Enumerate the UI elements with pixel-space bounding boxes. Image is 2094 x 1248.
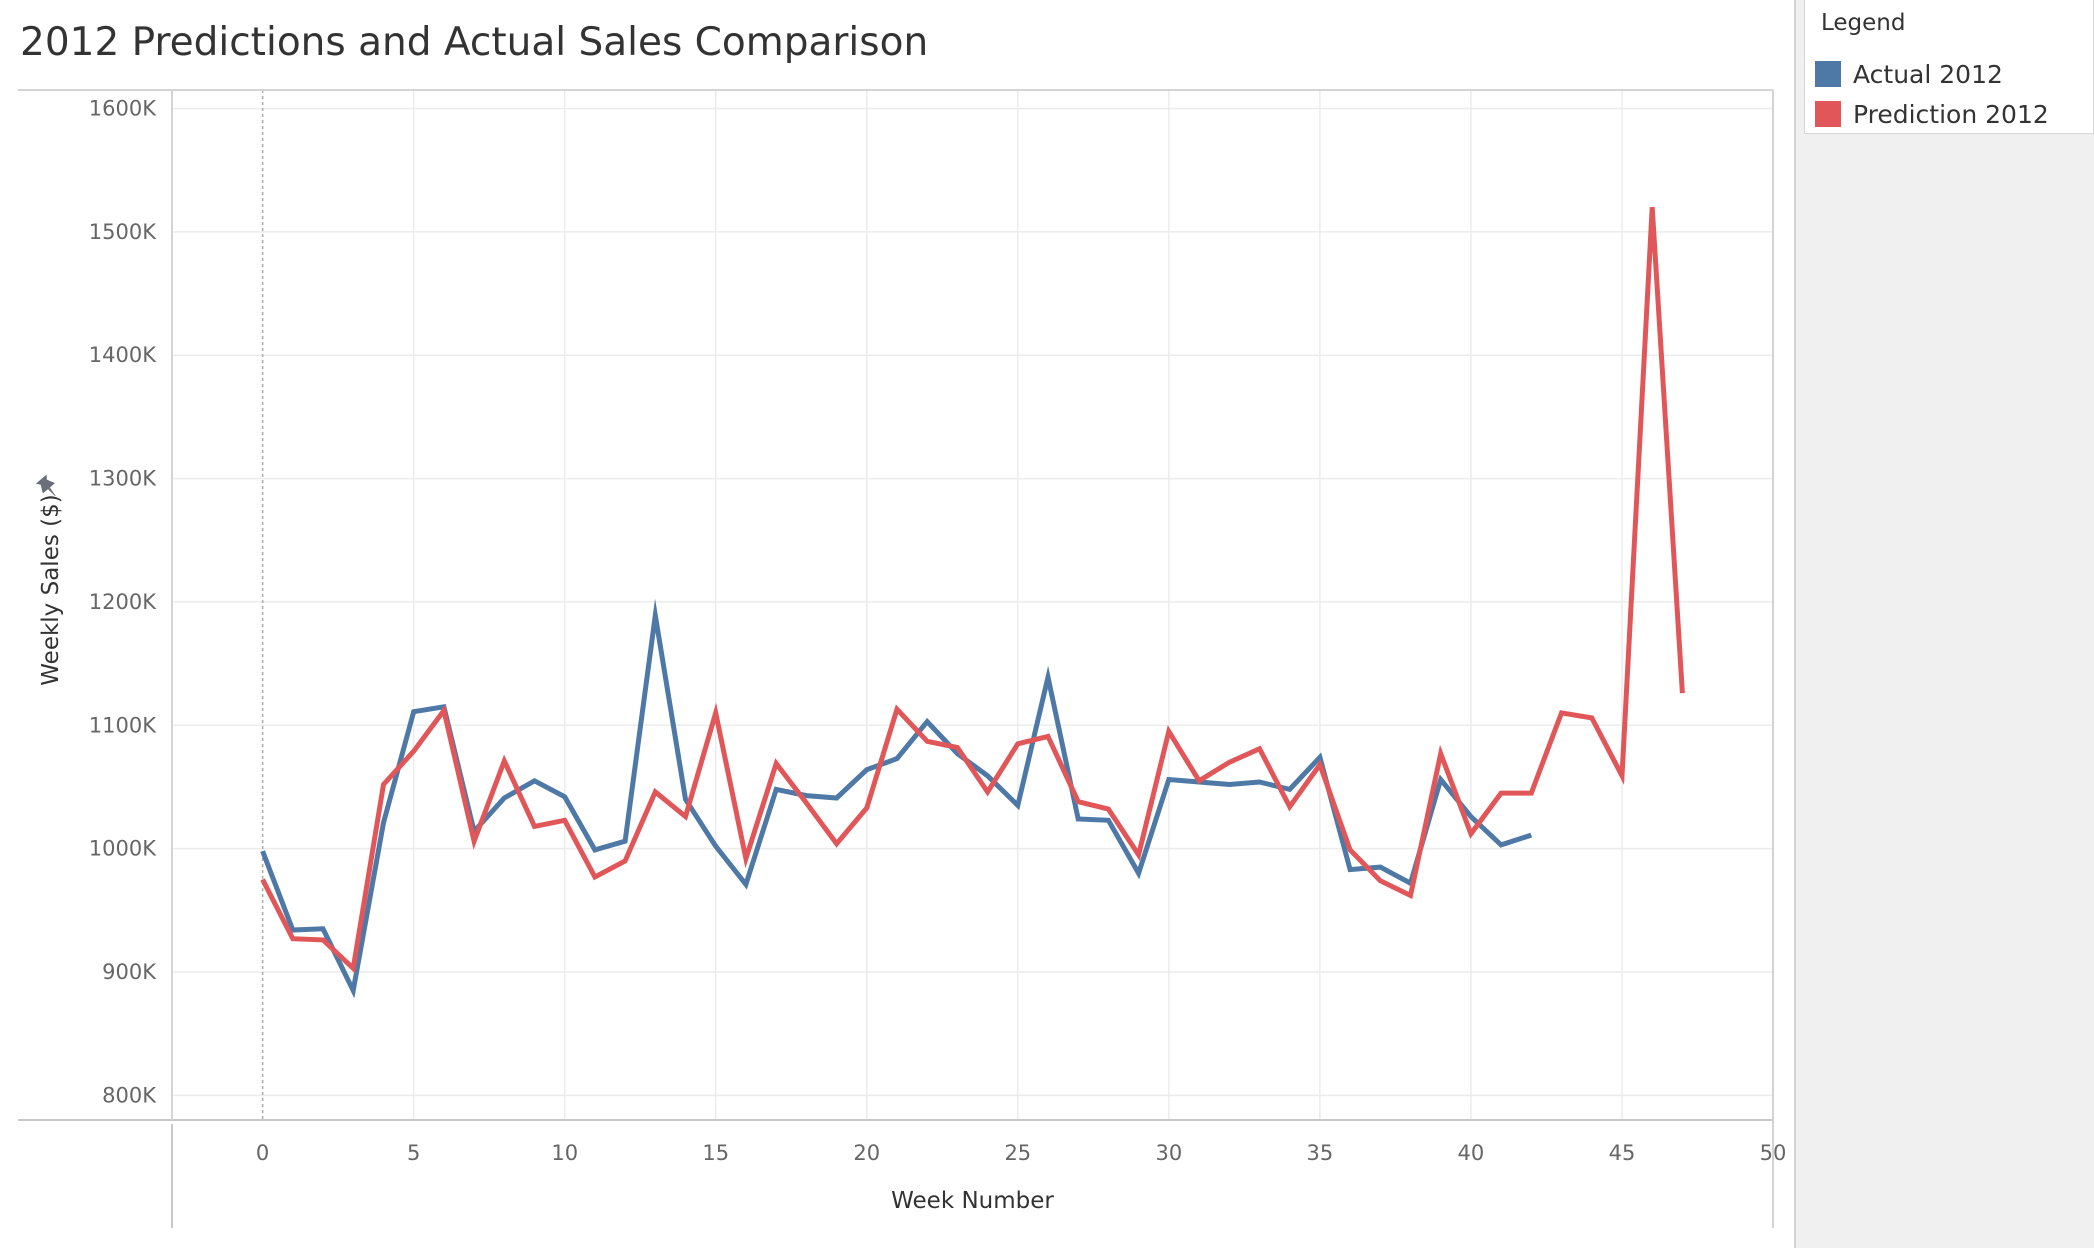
x-tick-label: 50	[1760, 1141, 1787, 1165]
legend-swatch-actual	[1815, 61, 1841, 87]
legend-item-prediction[interactable]: Prediction 2012	[1815, 97, 2049, 131]
legend[interactable]: Legend Actual 2012 Prediction 2012	[1804, 0, 2094, 134]
x-tick-label: 0	[256, 1141, 269, 1165]
y-tick-label: 1600K	[89, 97, 157, 121]
x-tick-label: 25	[1004, 1141, 1031, 1165]
chart-title: 2012 Predictions and Actual Sales Compar…	[20, 20, 929, 65]
legend-title: Legend	[1821, 10, 1906, 36]
x-tick-label: 40	[1458, 1141, 1485, 1165]
y-tick-label: 1200K	[89, 590, 157, 614]
series-line-prediction-2012[interactable]	[260, 207, 1685, 974]
y-axis-ticks: 800K 900K 1000K 1100K 1200K 1300K 1400K 1500K 16…	[89, 97, 157, 1108]
y-axis-title-group: Weekly Sales ($)	[35, 474, 64, 686]
y-tick-label: 1100K	[89, 713, 157, 737]
x-axis-ticks: 0 5 10 15 20 25 30 35 40 45 50	[256, 1141, 1786, 1165]
line-chart[interactable]: 800K 900K 1000K 1100K 1200K 1300K 1400K 1500K 16…	[0, 0, 1794, 1248]
x-tick-label: 20	[853, 1141, 880, 1165]
y-tick-label: 900K	[102, 960, 157, 984]
series-line-actual-2012[interactable]	[260, 598, 1533, 999]
x-tick-label: 10	[551, 1141, 578, 1165]
x-tick-label: 5	[407, 1141, 420, 1165]
legend-item-actual[interactable]: Actual 2012	[1815, 57, 2003, 91]
x-tick-label: 30	[1155, 1141, 1182, 1165]
legend-swatch-prediction	[1815, 101, 1841, 127]
pin-icon[interactable]	[35, 474, 61, 501]
legend-panel	[1794, 0, 2094, 1248]
chart-frame	[18, 89, 1774, 1228]
x-tick-label: 15	[702, 1141, 729, 1165]
y-tick-label: 1000K	[89, 837, 157, 861]
x-axis-title: Week Number	[891, 1188, 1054, 1214]
legend-label-actual: Actual 2012	[1853, 59, 2003, 89]
x-tick-label: 35	[1307, 1141, 1334, 1165]
y-tick-label: 1400K	[89, 343, 157, 367]
y-tick-label: 1500K	[89, 220, 157, 244]
y-axis-title: Weekly Sales ($)	[38, 494, 64, 685]
series-lines[interactable]	[260, 207, 1685, 999]
x-tick-label: 45	[1609, 1141, 1636, 1165]
legend-label-prediction: Prediction 2012	[1853, 99, 2049, 129]
grid	[172, 90, 1773, 1120]
y-tick-label: 800K	[102, 1083, 157, 1107]
y-tick-label: 1300K	[89, 467, 157, 491]
